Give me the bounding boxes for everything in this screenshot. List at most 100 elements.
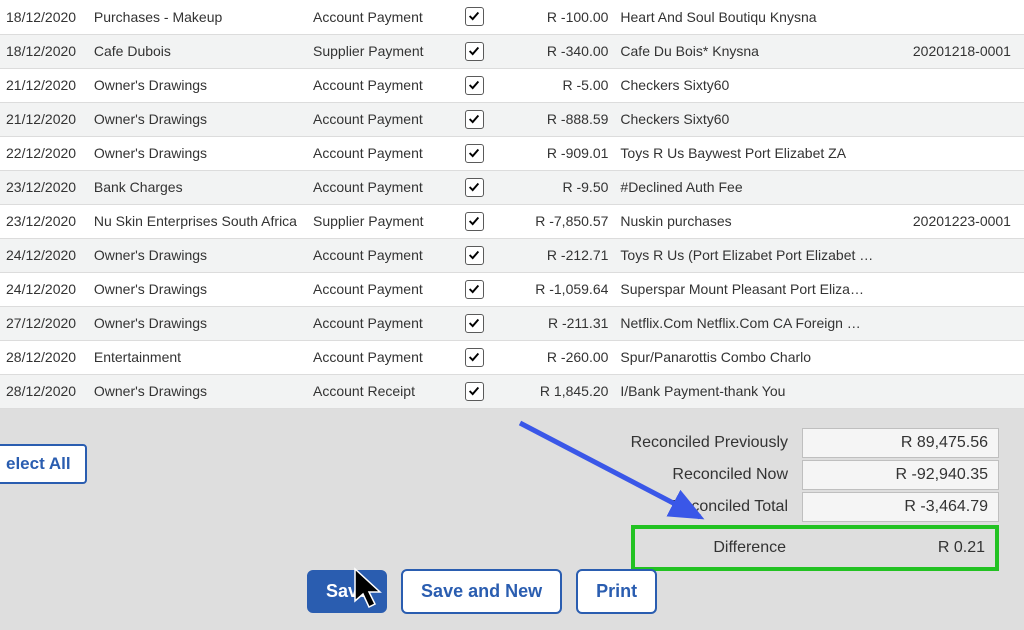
cell-reference	[907, 136, 1024, 170]
table-row[interactable]: 18/12/2020Cafe DuboisSupplier PaymentR -…	[0, 34, 1024, 68]
cell-type: Account Payment	[307, 340, 453, 374]
cell-amount: R -7,850.57	[496, 204, 614, 238]
checkbox-checked-icon[interactable]	[465, 76, 484, 95]
cell-description: Entertainment	[88, 340, 307, 374]
checkbox-checked-icon[interactable]	[465, 144, 484, 163]
table-row[interactable]: 21/12/2020Owner's DrawingsAccount Paymen…	[0, 102, 1024, 136]
cell-checkbox	[453, 204, 496, 238]
cell-date: 27/12/2020	[0, 306, 88, 340]
cell-type: Account Payment	[307, 272, 453, 306]
reconciled-now-value: R -92,940.35	[802, 460, 999, 490]
cell-description: Purchases - Makeup	[88, 0, 307, 34]
cell-memo: Toys R Us (Port Elizabet Port Elizabet …	[614, 238, 906, 272]
cell-amount: R -9.50	[496, 170, 614, 204]
checkbox-checked-icon[interactable]	[465, 314, 484, 333]
checkbox-checked-icon[interactable]	[465, 110, 484, 129]
cell-reference	[907, 340, 1024, 374]
reconciliation-summary: Reconciled Previously R 89,475.56 Reconc…	[631, 427, 999, 571]
cell-memo: Toys R Us Baywest Port Elizabet ZA	[614, 136, 906, 170]
cell-checkbox	[453, 272, 496, 306]
table-row[interactable]: 24/12/2020Owner's DrawingsAccount Paymen…	[0, 272, 1024, 306]
reconciled-total-label: Reconciled Total	[671, 498, 802, 516]
cell-checkbox	[453, 136, 496, 170]
cell-memo: I/Bank Payment-thank You	[614, 374, 906, 408]
footer-area: elect All Reconciled Previously R 89,475…	[0, 409, 1024, 630]
difference-label: Difference	[713, 539, 800, 557]
save-and-new-button[interactable]: Save and New	[401, 569, 562, 614]
cell-memo: Nuskin purchases	[614, 204, 906, 238]
cell-type: Account Payment	[307, 68, 453, 102]
cell-type: Account Payment	[307, 306, 453, 340]
cell-date: 24/12/2020	[0, 238, 88, 272]
table-row[interactable]: 28/12/2020Owner's DrawingsAccount Receip…	[0, 374, 1024, 408]
checkbox-checked-icon[interactable]	[465, 42, 484, 61]
cell-amount: R -909.01	[496, 136, 614, 170]
cell-type: Supplier Payment	[307, 34, 453, 68]
cell-type: Supplier Payment	[307, 204, 453, 238]
cell-type: Account Payment	[307, 238, 453, 272]
cell-reference	[907, 102, 1024, 136]
select-all-button[interactable]: elect All	[0, 444, 87, 484]
cell-type: Account Payment	[307, 170, 453, 204]
cell-description: Owner's Drawings	[88, 306, 307, 340]
cell-description: Cafe Dubois	[88, 34, 307, 68]
table-row[interactable]: 23/12/2020Nu Skin Enterprises South Afri…	[0, 204, 1024, 238]
cell-reference	[907, 374, 1024, 408]
cell-date: 22/12/2020	[0, 136, 88, 170]
table-row[interactable]: 24/12/2020Owner's DrawingsAccount Paymen…	[0, 238, 1024, 272]
cell-amount: R -1,059.64	[496, 272, 614, 306]
cell-checkbox	[453, 238, 496, 272]
checkbox-checked-icon[interactable]	[465, 246, 484, 265]
table-row[interactable]: 21/12/2020Owner's DrawingsAccount Paymen…	[0, 68, 1024, 102]
cell-memo: Spur/Panarottis Combo Charlo	[614, 340, 906, 374]
cell-reference: 20201218-0001	[907, 34, 1024, 68]
checkbox-checked-icon[interactable]	[465, 382, 484, 401]
checkbox-checked-icon[interactable]	[465, 280, 484, 299]
cell-amount: R -260.00	[496, 340, 614, 374]
cell-description: Bank Charges	[88, 170, 307, 204]
cell-date: 28/12/2020	[0, 374, 88, 408]
cell-reference	[907, 238, 1024, 272]
cell-memo: Checkers Sixty60	[614, 68, 906, 102]
cell-amount: R -211.31	[496, 306, 614, 340]
cell-date: 18/12/2020	[0, 0, 88, 34]
cell-description: Owner's Drawings	[88, 238, 307, 272]
cell-description: Owner's Drawings	[88, 272, 307, 306]
table-row[interactable]: 18/12/2020Purchases - MakeupAccount Paym…	[0, 0, 1024, 34]
checkbox-checked-icon[interactable]	[465, 212, 484, 231]
cell-reference: 20201223-0001	[907, 204, 1024, 238]
table-row[interactable]: 23/12/2020Bank ChargesAccount PaymentR -…	[0, 170, 1024, 204]
cell-reference	[907, 272, 1024, 306]
cell-reference	[907, 0, 1024, 34]
cell-amount: R -340.00	[496, 34, 614, 68]
cell-type: Account Receipt	[307, 374, 453, 408]
table-row[interactable]: 28/12/2020EntertainmentAccount Payment R …	[0, 340, 1024, 374]
cell-description: Nu Skin Enterprises South Africa	[88, 204, 307, 238]
cell-memo: #Declined Auth Fee	[614, 170, 906, 204]
cell-date: 24/12/2020	[0, 272, 88, 306]
table-row[interactable]: 22/12/2020Owner's DrawingsAccount Paymen…	[0, 136, 1024, 170]
cell-date: 23/12/2020	[0, 204, 88, 238]
checkbox-checked-icon[interactable]	[465, 178, 484, 197]
action-buttons: Save Save and New Print	[307, 569, 657, 614]
cell-memo: Cafe Du Bois* Knysna	[614, 34, 906, 68]
cell-checkbox	[453, 102, 496, 136]
print-button[interactable]: Print	[576, 569, 657, 614]
cell-type: Account Payment	[307, 136, 453, 170]
cell-amount: R 1,845.20	[496, 374, 614, 408]
checkbox-checked-icon[interactable]	[465, 348, 484, 367]
cell-checkbox	[453, 374, 496, 408]
cell-description: Owner's Drawings	[88, 102, 307, 136]
cell-memo: Heart And Soul Boutiqu Knysna	[614, 0, 906, 34]
cell-amount: R -5.00	[496, 68, 614, 102]
reconciled-previously-label: Reconciled Previously	[631, 434, 802, 452]
cell-reference	[907, 170, 1024, 204]
save-button[interactable]: Save	[307, 570, 387, 613]
checkbox-checked-icon[interactable]	[465, 7, 484, 26]
cell-date: 28/12/2020	[0, 340, 88, 374]
cell-memo: Superspar Mount Pleasant Port Eliza…	[614, 272, 906, 306]
cell-checkbox	[453, 306, 496, 340]
table-row[interactable]: 27/12/2020Owner's DrawingsAccount Paymen…	[0, 306, 1024, 340]
cell-amount: R -888.59	[496, 102, 614, 136]
cell-date: 21/12/2020	[0, 68, 88, 102]
